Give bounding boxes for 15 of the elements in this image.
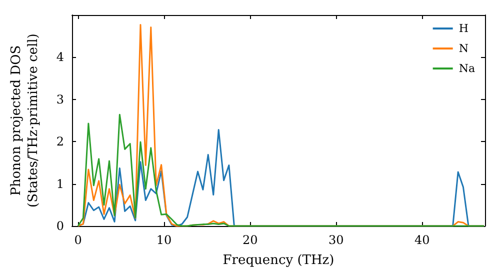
y-tick-label: 3 <box>56 92 64 106</box>
x-tick-label: 10 <box>156 233 172 247</box>
x-tick-label: 40 <box>414 233 430 247</box>
x-axis-title: Frequency (THz) <box>222 253 334 268</box>
legend-label: Na <box>458 62 476 75</box>
legend-label: H <box>458 22 468 35</box>
x-tick-label: 0 <box>74 233 82 247</box>
x-tick-label: 20 <box>242 233 258 247</box>
y-tick-label: 4 <box>56 50 64 64</box>
y-tick-label: 2 <box>56 134 64 149</box>
legend-label: N <box>458 42 469 55</box>
y-tick-label: 1 <box>56 176 64 191</box>
x-tick-label: 30 <box>328 233 344 247</box>
y-tick-label: 0 <box>56 219 64 233</box>
y-axis-title: Phonon projected DOS (States/THz·primitive cell) <box>9 33 41 208</box>
